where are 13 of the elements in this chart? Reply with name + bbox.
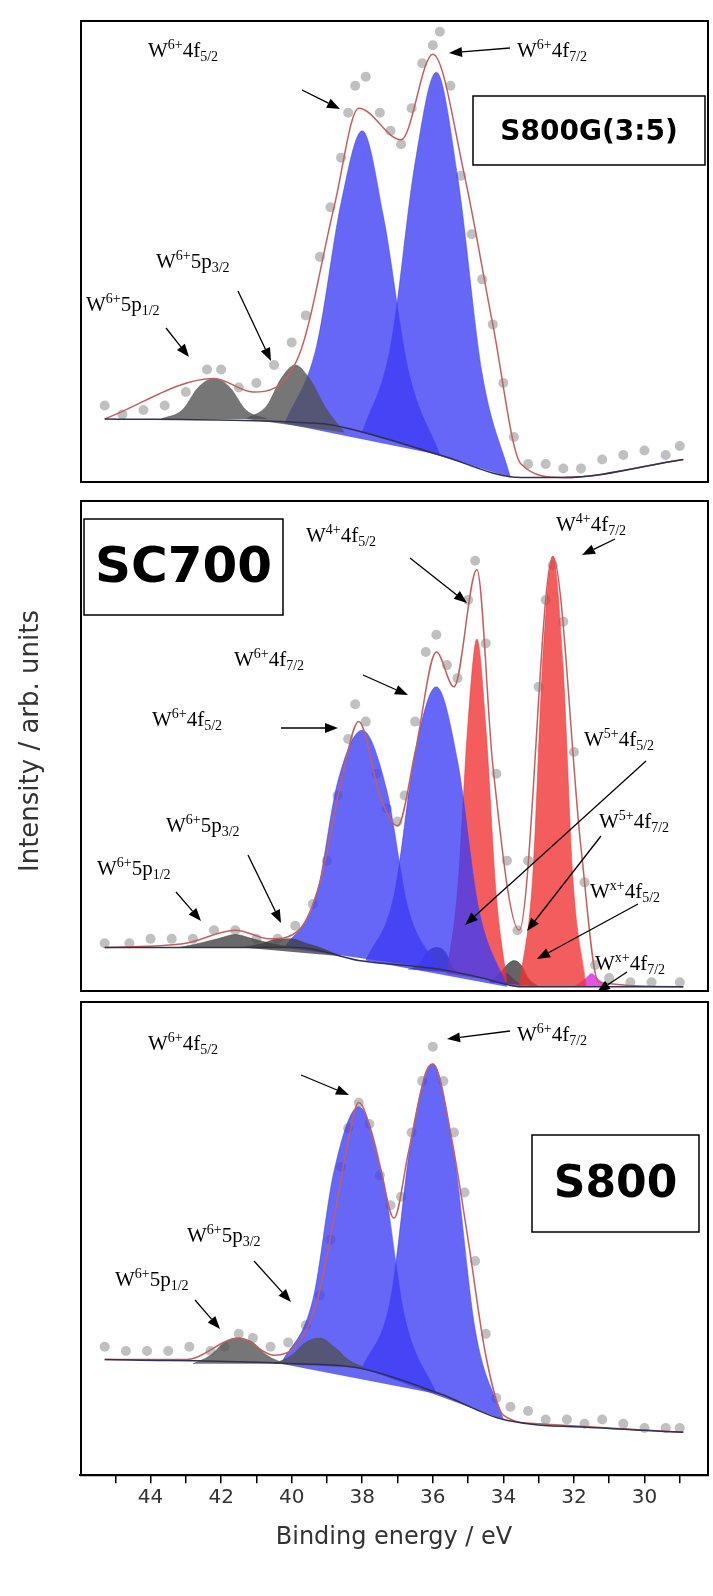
x-tick-label: 36	[420, 1484, 446, 1509]
x-tick-label: 40	[278, 1484, 305, 1509]
y-axis-title: Intensity / arb. units	[14, 609, 45, 874]
x-tick-label: 42	[208, 1484, 234, 1509]
x-tick-label: 32	[561, 1484, 587, 1509]
x-tick-label: 38	[349, 1484, 375, 1509]
annotation: S800	[553, 1155, 678, 1207]
annotation: SC700	[94, 535, 273, 594]
x-tick-label: 30	[631, 1484, 658, 1509]
x-tick-label: 34	[490, 1484, 517, 1509]
x-axis-title: Binding energy / eV	[275, 1521, 513, 1550]
x-tick-label: 44	[137, 1484, 164, 1509]
annotation: S800G(3:5)	[500, 113, 678, 147]
